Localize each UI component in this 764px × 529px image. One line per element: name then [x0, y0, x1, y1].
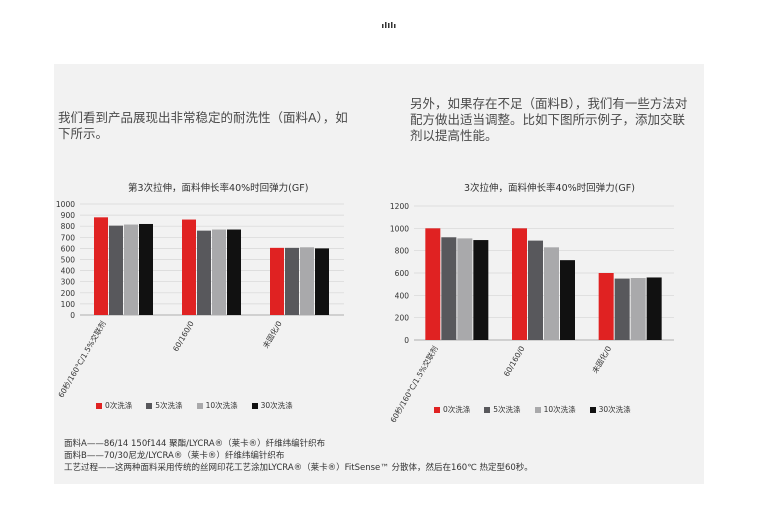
y-tick-label: 800	[395, 247, 410, 256]
legend-swatch	[589, 406, 596, 413]
x-category-label: 未固化/0	[260, 319, 284, 350]
legend-label: 0次洗涤	[105, 401, 133, 410]
legend-label: 30次洗涤	[598, 405, 631, 414]
y-tick-label: 900	[61, 211, 76, 220]
right-bar-chart: 0 200 400 600 800 1000 1200 60秒/160°C/1.5%交联剂 60…	[388, 202, 674, 424]
legend-label: 5次洗涤	[155, 401, 183, 410]
y-tick-label: 100	[61, 300, 76, 309]
bar	[614, 278, 630, 340]
x-category-label: 60秒/160°C/1.5%交联剂	[56, 319, 108, 399]
y-tick-label: 600	[395, 269, 410, 278]
legend-item: 30次洗涤	[251, 400, 293, 411]
legend-item: 0次洗涤	[96, 400, 132, 411]
bar	[270, 247, 284, 315]
x-category-label: 60/160/0	[171, 319, 196, 353]
bar	[124, 224, 138, 315]
bar	[109, 225, 123, 315]
legend-swatch	[146, 402, 153, 409]
y-tick-label: 600	[61, 244, 76, 253]
legend-label: 5次洗涤	[493, 405, 521, 414]
legend-label: 10次洗涤	[205, 401, 238, 410]
y-tick-label: 0	[404, 336, 409, 345]
legend-item: 10次洗涤	[534, 404, 576, 415]
legend-item: 5次洗涤	[146, 400, 183, 411]
right-chart-legend: 0次洗涤 5次洗涤 10次洗涤 30次洗涤	[434, 404, 631, 415]
bar	[212, 229, 226, 315]
fabric-notes: 面料A——86/14 150f144 聚酯/LYCRA®（莱卡®）纤维纬编针织布…	[64, 438, 533, 474]
y-tick-label: 800	[61, 222, 76, 231]
y-tick-label: 400	[395, 291, 410, 300]
legend-item: 30次洗涤	[589, 404, 631, 415]
legend-swatch	[96, 402, 102, 409]
bar	[300, 247, 314, 315]
x-category-label: 60秒/160°C/1.5%交联剂	[388, 344, 440, 424]
bar	[457, 238, 473, 340]
legend-swatch	[534, 406, 541, 413]
legend-label: 10次洗涤	[543, 405, 576, 414]
legend-swatch	[251, 402, 258, 409]
bar	[512, 228, 527, 340]
y-tick-label: 1200	[390, 202, 409, 211]
y-tick-label: 1000	[390, 224, 409, 233]
legend-swatch	[434, 406, 440, 413]
bar	[598, 273, 614, 340]
content-panel: 我们看到产品展现出非常稳定的耐洗性（面料A），如下所示。 另外，如果存在不足（面…	[54, 64, 704, 484]
note-fabric-b: 面料B——70/30尼龙/LYCRA®（莱卡®）纤维纬编针织布	[64, 451, 285, 461]
bar	[285, 247, 299, 315]
y-tick-label: 300	[61, 278, 76, 287]
x-category-label: 未固化/0	[590, 344, 614, 375]
bar	[425, 228, 441, 340]
bar	[94, 217, 108, 315]
y-tick-label: 700	[61, 233, 76, 242]
bar	[441, 237, 457, 340]
left-bar-chart: 0 100 200 300 400 500 600 700 800 900 1000 60秒/160°…	[56, 200, 344, 399]
x-category-label: 60/160/0	[502, 344, 527, 378]
bar	[473, 240, 489, 340]
right-chart-title: 3次拉伸，面料伸长率40%时回弹力(GF)	[464, 183, 635, 194]
bar	[227, 229, 241, 315]
y-tick-label: 1000	[56, 200, 75, 209]
y-tick-label: 500	[61, 256, 76, 265]
bar	[197, 230, 211, 315]
bar	[544, 247, 559, 340]
intro-left-text: 我们看到产品展现出非常稳定的耐洗性（面料A），如下所示。	[58, 110, 348, 141]
top-mark-icon	[382, 22, 396, 28]
left-chart-legend: 0次洗涤 5次洗涤 10次洗涤 30次洗涤	[96, 400, 293, 411]
legend-item: 0次洗涤	[434, 404, 470, 415]
legend-swatch	[484, 406, 491, 413]
note-process: 工艺过程——这两种面料采用传统的丝网印花工艺涂加LYCRA®（莱卡®）FitSe…	[64, 463, 533, 473]
bar	[560, 260, 575, 340]
bar	[182, 219, 196, 315]
legend-label: 0次洗涤	[443, 405, 471, 414]
y-tick-label: 200	[395, 314, 410, 323]
bar	[528, 240, 543, 340]
y-tick-label: 0	[70, 311, 75, 320]
note-fabric-a: 面料A——86/14 150f144 聚酯/LYCRA®（莱卡®）纤维纬编针织布	[64, 439, 326, 449]
left-chart-title: 第3次拉伸，面料伸长率40%时回弹力(GF)	[128, 183, 309, 194]
legend-swatch	[196, 402, 203, 409]
bar	[630, 278, 646, 340]
intro-right-text: 另外，如果存在不足（面料B），我们有一些方法对配方做出适当调整。比如下图所示例子…	[410, 96, 688, 143]
legend-label: 30次洗涤	[260, 401, 293, 410]
bar	[646, 277, 662, 340]
bar	[315, 248, 329, 315]
y-tick-label: 200	[61, 289, 76, 298]
legend-item: 5次洗涤	[484, 404, 521, 415]
y-tick-label: 400	[61, 267, 76, 276]
legend-item: 10次洗涤	[196, 400, 238, 411]
bar	[139, 223, 153, 315]
